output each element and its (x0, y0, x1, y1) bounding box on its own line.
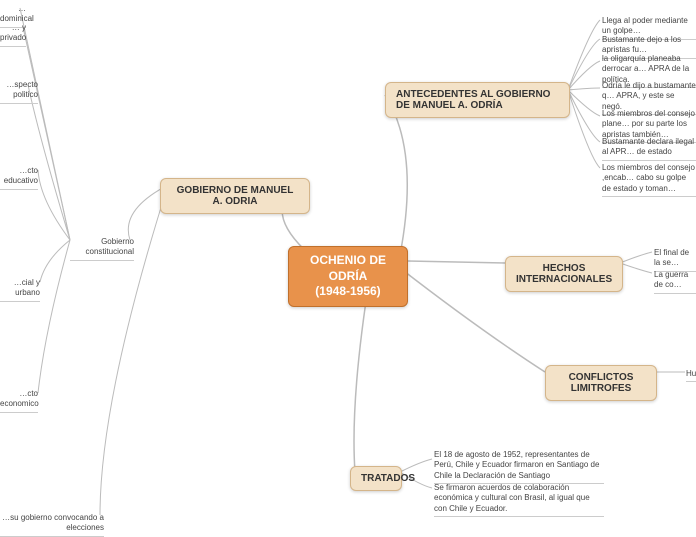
gobierno-node[interactable]: GOBIERNO DE MANUEL A. ODRIA (160, 178, 310, 214)
leaf-hub[interactable]: Hub… (686, 369, 696, 382)
leaf-santiago[interactable]: El 18 de agosto de 1952, representantes … (434, 450, 604, 484)
hechos-node[interactable]: HECHOS INTERNACIONALES (505, 256, 623, 292)
leaf-educativo[interactable]: …cto educativo (0, 166, 38, 190)
gobierno-label: GOBIERNO DE MANUEL A. ODRIA (177, 185, 294, 207)
center-node[interactable]: OCHENIO DE ODRÍA (1948-1956) (288, 246, 408, 307)
leaf-guerra[interactable]: La guerra de co… (654, 270, 696, 294)
leaf-privado[interactable]: … y privado (0, 23, 26, 47)
leaf-constitucional[interactable]: Gobierno constitucional (70, 237, 134, 261)
leaf-politico[interactable]: …specto politico (0, 80, 38, 104)
leaf-acuerdos[interactable]: Se firmaron acuerdos de colaboración eco… (434, 483, 604, 517)
center-title-1: OCHENIO DE ODRÍA (299, 253, 397, 284)
leaf-urbano[interactable]: …cial y urbano (0, 278, 40, 302)
conflictos-label: CONFLICTOS LIMITROFES (569, 372, 634, 394)
leaf-miembros-encab[interactable]: Los miembros del consejo ,encab… cabo su… (602, 163, 696, 197)
center-title-2: (1948-1956) (299, 284, 397, 300)
antecedentes-label: ANTECEDENTES AL GOBIERNO DE MANUEL A. OD… (396, 89, 550, 111)
antecedentes-node[interactable]: ANTECEDENTES AL GOBIERNO DE MANUEL A. OD… (385, 82, 570, 118)
leaf-bust-ilegal[interactable]: Bustamante declara ilegal al APR… de est… (602, 137, 696, 161)
leaf-final[interactable]: El final de la se… (654, 248, 696, 272)
tratados-label: TRATADOS (361, 473, 415, 484)
hechos-label: HECHOS INTERNACIONALES (516, 263, 612, 285)
leaf-economico[interactable]: …cto economico (0, 389, 38, 413)
conflictos-node[interactable]: CONFLICTOS LIMITROFES (545, 365, 657, 401)
leaf-elecciones[interactable]: …su gobierno convocando a elecciones (0, 513, 104, 537)
tratados-node[interactable]: TRATADOS (350, 466, 402, 491)
